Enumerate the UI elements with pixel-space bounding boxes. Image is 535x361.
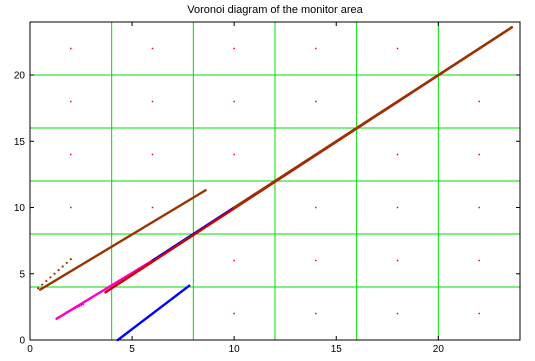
series-0-point <box>53 273 55 275</box>
voronoi-site-point <box>315 207 317 209</box>
voronoi-site-point <box>315 313 317 315</box>
series-0-point <box>62 265 64 267</box>
series-3-point <box>76 306 78 308</box>
voronoi-site-point <box>233 48 235 50</box>
x-tick-label: 0 <box>27 344 33 355</box>
data-series <box>37 27 512 340</box>
series-0-point <box>70 258 72 260</box>
series-3-point <box>82 303 84 305</box>
voronoi-site-point <box>397 260 399 262</box>
voronoi-site-point <box>478 260 480 262</box>
y-tick-label: 20 <box>14 71 26 82</box>
voronoi-site-point <box>315 48 317 50</box>
series-3-point <box>72 308 74 310</box>
voronoi-site-point <box>152 48 154 50</box>
x-tick-label: 20 <box>433 344 445 355</box>
voronoi-site-point <box>152 207 154 209</box>
voronoi-site-point <box>315 101 317 103</box>
series-7-line <box>234 27 512 207</box>
series-1-line <box>40 190 205 289</box>
series-0-point <box>49 276 51 278</box>
x-tick-label: 5 <box>129 344 135 355</box>
voronoi-site-point <box>152 154 154 156</box>
y-tick-label: 10 <box>14 203 26 214</box>
x-tick-label: 15 <box>331 344 343 355</box>
voronoi-site-point <box>233 313 235 315</box>
x-tick-label: 10 <box>229 344 241 355</box>
voronoi-site-point <box>478 207 480 209</box>
voronoi-site-point <box>478 313 480 315</box>
series-0-point <box>41 284 43 286</box>
voronoi-site-point <box>478 101 480 103</box>
y-tick-label: 5 <box>19 269 25 280</box>
series-3-point <box>74 307 76 309</box>
voronoi-site-point <box>397 313 399 315</box>
series-0-point <box>57 269 59 271</box>
series-3-point <box>66 311 68 313</box>
voronoi-site-point <box>397 154 399 156</box>
voronoi-site-point <box>233 260 235 262</box>
series-3-point <box>70 309 72 311</box>
series-0-point <box>66 262 68 264</box>
series-4-line <box>118 286 189 340</box>
chart-title: Voronoi diagram of the monitor area <box>187 4 363 16</box>
series-3-point <box>68 310 70 312</box>
y-tick-label: 0 <box>19 336 25 347</box>
voronoi-site-point <box>397 207 399 209</box>
y-tick-label: 15 <box>14 137 26 148</box>
voronoi-site-point <box>70 154 72 156</box>
voronoi-site-point <box>233 154 235 156</box>
voronoi-site-point <box>315 260 317 262</box>
voronoi-site-point <box>233 101 235 103</box>
voronoi-site-point <box>70 101 72 103</box>
voronoi-site-point <box>70 207 72 209</box>
series-0-point <box>45 280 47 282</box>
voronoi-site-point <box>70 48 72 50</box>
voronoi-site-point <box>397 48 399 50</box>
series-3-point <box>80 304 82 306</box>
series-0-point <box>37 287 39 289</box>
series-3-point <box>78 305 80 307</box>
voronoi-site-point <box>152 101 154 103</box>
voronoi-site-point <box>478 154 480 156</box>
